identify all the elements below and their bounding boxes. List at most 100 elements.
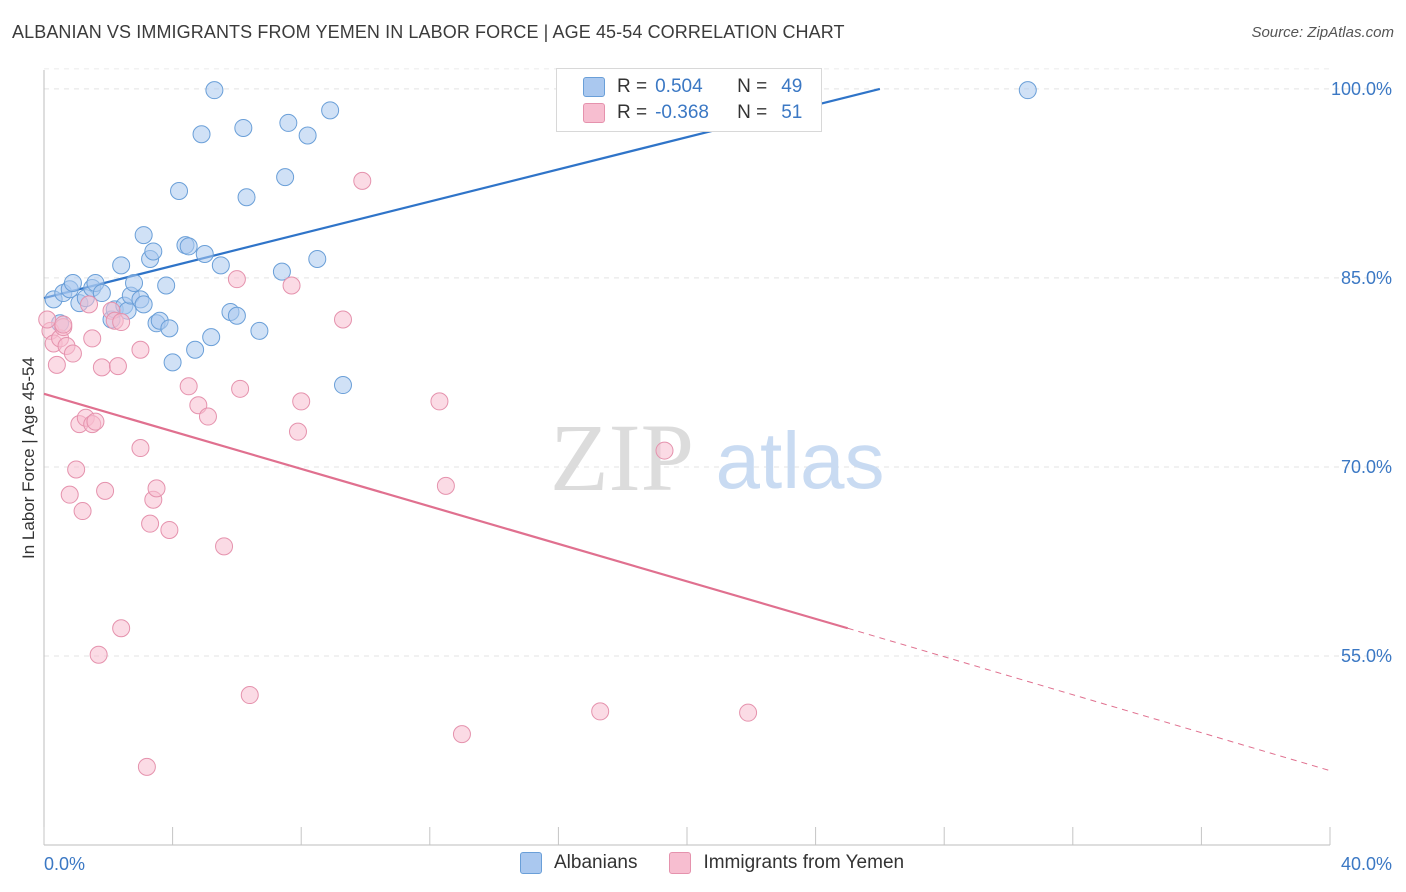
albanians-swatch — [583, 77, 605, 97]
x-tick-label-min: 0.0% — [44, 854, 85, 874]
albanians-point — [170, 181, 189, 200]
albanians-point — [308, 250, 327, 269]
yemen-point — [112, 619, 131, 638]
albanians-point — [134, 226, 153, 245]
albanians-point — [202, 328, 221, 347]
r-label: R = — [617, 76, 648, 97]
stats-row-albanians: R = 0.504 N = 49 — [583, 74, 802, 100]
yemen-point — [131, 340, 150, 359]
yemen-point — [240, 686, 259, 705]
yemen-point — [86, 412, 105, 431]
n-value: 51 — [781, 102, 803, 123]
albanians-point — [227, 306, 246, 325]
albanians-point — [92, 284, 111, 303]
r-value: -0.368 — [655, 102, 709, 123]
y-tick-label: 85.0% — [1341, 268, 1392, 288]
yemen-point — [591, 702, 610, 721]
albanians-point — [160, 319, 179, 338]
yemen-swatch — [583, 103, 605, 123]
yemen-point — [60, 485, 79, 504]
stats-row-yemen: R = -0.368 N = 51 — [583, 100, 802, 126]
yemen-point — [160, 520, 179, 539]
yemen-point — [73, 502, 92, 521]
albanians-point — [163, 353, 182, 372]
albanians-point — [205, 81, 224, 100]
yemen-point — [231, 379, 250, 398]
data-points — [38, 81, 1037, 776]
y-tick-label: 100.0% — [1331, 79, 1392, 99]
albanians-point — [211, 256, 230, 275]
yemen-point — [739, 703, 758, 722]
albanians-point — [134, 295, 153, 314]
yemen-point — [96, 481, 115, 500]
n-value: 49 — [781, 76, 803, 97]
x-tick-labels: 0.0% 40.0% — [44, 854, 1392, 874]
yemen-point — [655, 441, 674, 460]
albanians-point — [237, 188, 256, 207]
albanians-point — [250, 321, 269, 340]
albanians-point — [272, 262, 291, 281]
yemen-point — [137, 757, 156, 776]
yemen-point — [436, 476, 455, 495]
yemen-point — [80, 295, 99, 314]
yemen-point — [147, 479, 166, 498]
albanians-point — [144, 242, 163, 261]
yemen-point — [63, 344, 82, 363]
albanians-point — [321, 101, 340, 120]
yemen-point — [215, 537, 234, 556]
yemen-point — [38, 310, 57, 329]
n-label: N = — [737, 102, 768, 123]
albanians-point — [1018, 81, 1037, 100]
watermark: ZIP atlas — [550, 404, 884, 511]
albanians-point — [234, 118, 253, 137]
yemen-point — [282, 276, 301, 295]
yemen-point — [292, 392, 311, 411]
yemen-point — [47, 355, 66, 374]
y-tick-labels: 55.0% 70.0% 85.0% 100.0% — [1331, 79, 1392, 666]
chart-title: ALBANIAN VS IMMIGRANTS FROM YEMEN IN LAB… — [12, 22, 845, 42]
yemen-point — [83, 329, 102, 348]
yemen-point — [54, 315, 73, 334]
yemen-trend-extension — [847, 627, 1331, 772]
yemen-point — [131, 439, 150, 458]
series-legend: Albanians Immigrants from Yemen — [520, 852, 936, 874]
r-label: R = — [617, 102, 648, 123]
legend-label: Albanians — [554, 852, 638, 873]
yemen-point — [92, 358, 111, 377]
n-label: N = — [737, 76, 768, 97]
yemen-point — [452, 725, 471, 744]
albanians-legend-swatch — [520, 852, 542, 874]
albanians-point — [333, 376, 352, 395]
yemen-point — [333, 310, 352, 329]
x-tick-label-max: 40.0% — [1341, 854, 1392, 874]
y-tick-label: 55.0% — [1341, 646, 1392, 666]
legend-item-albanians: Albanians — [520, 852, 637, 874]
albanians-point — [179, 237, 198, 256]
y-axis-title: In Labor Force | Age 45-54 — [19, 357, 38, 559]
legend-label: Immigrants from Yemen — [703, 852, 905, 873]
albanians-point — [125, 273, 144, 292]
yemen-point — [353, 171, 372, 190]
watermark-atlas: atlas — [716, 416, 885, 505]
yemen-legend-swatch — [669, 852, 692, 874]
albanians-point — [63, 273, 82, 292]
albanians-point — [112, 256, 131, 275]
yemen-point — [198, 407, 217, 426]
yemen-trend-line — [43, 392, 849, 630]
yemen-point — [112, 313, 131, 332]
grid-lines — [44, 68, 1392, 657]
y-tick-label: 70.0% — [1341, 457, 1392, 477]
albanians-point — [276, 168, 295, 187]
yemen-point — [67, 460, 86, 479]
yemen-point — [430, 392, 449, 411]
r-value: 0.504 — [655, 76, 703, 97]
legend-item-yemen: Immigrants from Yemen — [669, 852, 904, 874]
yemen-point — [89, 645, 108, 664]
axes — [43, 70, 1331, 846]
albanians-point — [157, 276, 176, 295]
watermark-zip: ZIP — [550, 404, 694, 511]
yemen-point — [227, 270, 246, 289]
yemen-point — [179, 377, 198, 396]
yemen-point — [108, 357, 127, 376]
albanians-point — [186, 340, 205, 359]
